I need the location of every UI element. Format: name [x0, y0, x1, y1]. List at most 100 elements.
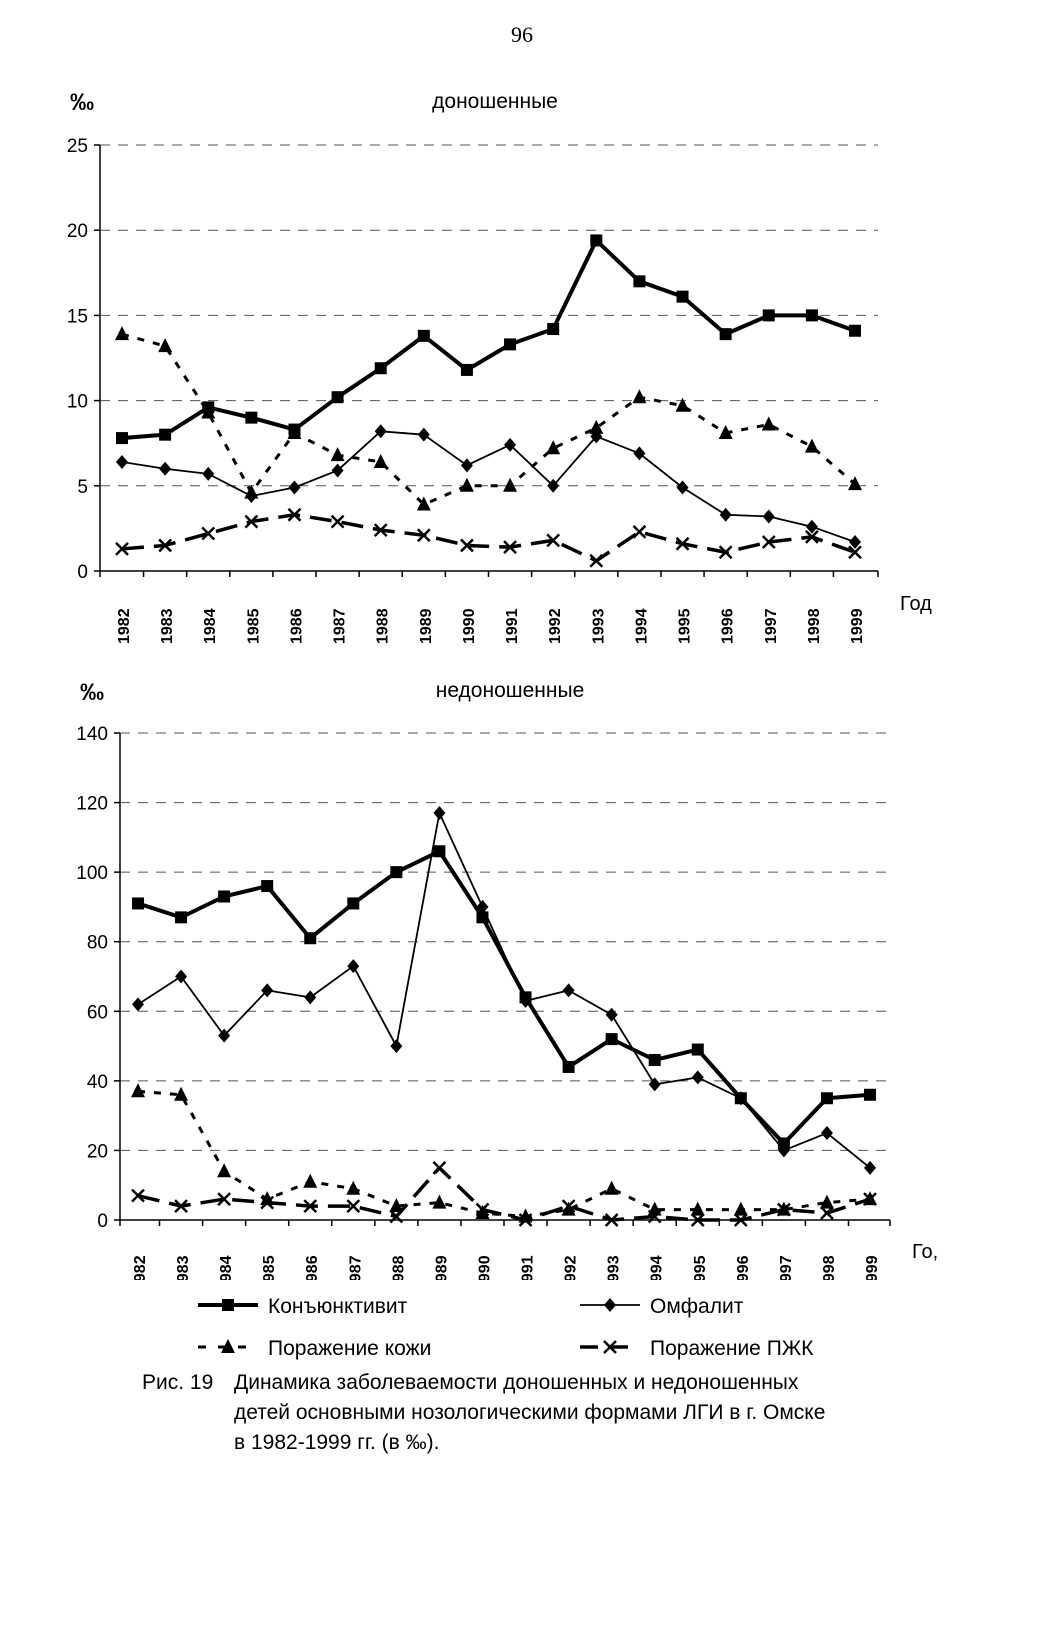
x-tick-label: 1997: [778, 1255, 795, 1280]
point-skin: [848, 476, 862, 491]
point-pzhk: [675, 536, 690, 551]
point-skin: [158, 338, 173, 353]
point-omph: [691, 1070, 704, 1085]
point-omph: [116, 454, 128, 469]
point-conj: [648, 1053, 661, 1066]
point-omph: [849, 535, 861, 550]
point-conj: [676, 290, 689, 303]
y-tick-label: 10: [67, 392, 88, 413]
point-skin: [416, 496, 431, 511]
point-omph: [648, 1077, 661, 1092]
legend-label-conj: Конъюнктивит: [268, 1295, 408, 1318]
point-skin: [761, 416, 776, 431]
point-conj: [849, 324, 861, 337]
y-tick-label: 120: [76, 794, 108, 815]
point-omph: [460, 458, 473, 473]
cross-stroke: [287, 507, 302, 522]
point-pzhk: [503, 540, 517, 555]
point-skin: [632, 389, 647, 404]
series-line-omph: [121, 430, 856, 543]
y-tick-label: 60: [87, 1002, 108, 1023]
x-tick-label: 1983: [175, 1255, 192, 1280]
point-pzhk: [346, 1199, 361, 1213]
point-conj: [547, 323, 560, 336]
legend-marker-conj: [222, 1299, 234, 1311]
point-skin: [589, 419, 604, 434]
point-pzhk: [761, 535, 776, 549]
y-tick-label: 140: [76, 724, 108, 745]
x-tick-label: 1994: [649, 1255, 666, 1280]
point-pzhk: [589, 553, 604, 568]
point-pzhk: [303, 1199, 318, 1213]
x-tick-label: 1989: [418, 608, 435, 644]
cross-stroke: [303, 1199, 318, 1213]
point-skin: [373, 453, 388, 468]
point-skin: [432, 1194, 447, 1209]
y-tick-label: 25: [67, 136, 88, 157]
point-omph: [547, 478, 560, 493]
point-omph: [864, 1160, 876, 1175]
point-pzhk: [718, 545, 733, 560]
point-omph: [132, 997, 144, 1012]
x-tick-label: 1995: [692, 1255, 709, 1280]
cross-stroke: [432, 1160, 447, 1175]
point-omph: [633, 446, 646, 461]
x-tick-label: 1987: [332, 608, 349, 644]
point-conj: [864, 1088, 876, 1101]
point-omph: [519, 993, 532, 1008]
x-tick-label: 1985: [245, 608, 262, 644]
y-unit-label: ‰: [70, 89, 94, 116]
cross-stroke: [158, 538, 173, 553]
y-tick-label: 15: [67, 306, 88, 327]
cross-stroke: [632, 524, 647, 539]
point-skin: [546, 440, 561, 455]
point-pzhk: [217, 1192, 232, 1207]
cross-stroke: [604, 1213, 619, 1227]
point-skin: [330, 447, 345, 462]
point-pzhk: [632, 524, 647, 539]
point-pzhk: [518, 1213, 533, 1227]
x-tick-label: 1995: [677, 608, 694, 644]
point-pzhk: [260, 1195, 275, 1210]
point-pzhk: [432, 1160, 447, 1175]
point-omph: [347, 959, 360, 974]
chart-full-term: доношенные ‰ 0 5 10 15 20 25 1982 1983 1984 1985 198…: [67, 89, 932, 644]
point-conj: [417, 329, 430, 342]
point-pzhk: [115, 541, 129, 556]
cross-stroke: [416, 528, 431, 543]
point-conj: [762, 309, 775, 322]
x-tick-label: 1987: [347, 1255, 364, 1280]
point-pzhk: [131, 1188, 145, 1203]
point-conj: [504, 338, 517, 351]
point-skin: [131, 1083, 145, 1098]
caption-label: Рис. 19: [142, 1371, 214, 1394]
x-tick-label: 1998: [821, 1255, 838, 1280]
point-omph: [261, 983, 274, 998]
point-omph: [676, 480, 689, 495]
point-conj: [347, 897, 360, 910]
point-conj: [331, 391, 344, 404]
cross-stroke: [647, 1209, 662, 1224]
x-tick-label: 1993: [606, 1255, 623, 1280]
point-conj: [633, 275, 646, 288]
x-tick-label: 1996: [720, 608, 737, 644]
point-omph: [374, 424, 387, 439]
cross-stroke: [389, 1209, 404, 1224]
point-skin: [604, 1180, 619, 1195]
x-tick-label: 1991: [520, 1255, 537, 1280]
cross-stroke: [260, 1195, 275, 1210]
legend: Конъюнктивит Омфалит Поражение кожи Поражен…: [198, 1295, 814, 1360]
cross-stroke: [603, 1340, 617, 1354]
y-tick-label: 80: [87, 933, 108, 954]
point-pzhk: [373, 523, 388, 537]
y-tick-label: 20: [87, 1141, 108, 1162]
point-pzhk: [863, 1192, 877, 1207]
cross-stroke: [518, 1213, 533, 1227]
point-conj: [175, 911, 188, 924]
cross-stroke: [546, 533, 561, 548]
point-omph: [331, 463, 344, 478]
point-pzhk: [604, 1213, 619, 1227]
point-conj: [805, 309, 818, 322]
cross-stroke: [848, 545, 862, 560]
point-omph: [805, 519, 818, 534]
